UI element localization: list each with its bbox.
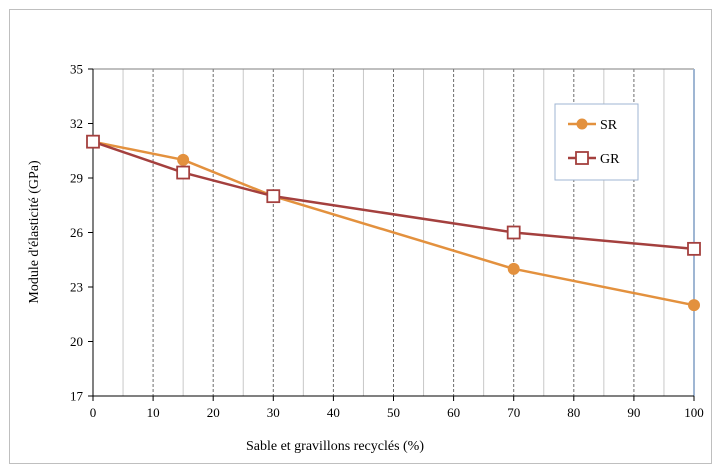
tick-labels: 17 20 23 26 29 32 35 0 10 20 30 40 50 60 70 80 90 100 [70, 62, 704, 421]
point-gr [506, 225, 521, 240]
point-gr [266, 189, 281, 204]
point-sr [688, 299, 700, 312]
x-tick-label: 100 [684, 405, 704, 420]
y-axis-label: Module d'élasticité (GPa) [27, 160, 42, 304]
x-tick-label: 10 [147, 405, 160, 420]
point-sr [507, 262, 520, 275]
legend-entry-sr: SR [568, 118, 618, 133]
x-tick-label: 30 [267, 405, 280, 420]
y-tick-label: 17 [70, 389, 84, 404]
legend-entry-gr: GR [568, 151, 620, 167]
series-markers [86, 134, 701, 312]
legend-gr-marker [575, 151, 589, 165]
x-tick-label: 60 [447, 405, 460, 420]
x-tick-label: 50 [387, 405, 400, 420]
point-gr [687, 241, 701, 256]
x-axis-label: Sable et gravillons recyclés (%) [246, 439, 424, 454]
legend-sr-label: SR [600, 118, 618, 133]
axes [88, 68, 695, 401]
point-gr [86, 134, 100, 149]
legend-gr-label: GR [600, 152, 620, 167]
y-tick-label: 35 [70, 62, 83, 77]
point-sr [177, 153, 190, 166]
minor-grid [122, 69, 665, 396]
legend: SR GR [554, 103, 639, 181]
major-grid [152, 69, 635, 396]
x-tick-label: 20 [207, 405, 220, 420]
legend-box [554, 103, 639, 181]
y-tick-label: 26 [70, 225, 84, 240]
y-tick-label: 23 [70, 280, 83, 295]
x-tick-label: 40 [327, 405, 340, 420]
point-gr [176, 165, 191, 180]
x-tick-label: 70 [507, 405, 520, 420]
legend-sr-marker [576, 118, 588, 130]
x-tick-label: 80 [567, 405, 580, 420]
x-tick-label: 0 [90, 405, 97, 420]
y-tick-label: 32 [70, 116, 83, 131]
y-tick-label: 20 [70, 334, 83, 349]
y-tick-label: 29 [70, 171, 83, 186]
x-tick-label: 90 [627, 405, 640, 420]
